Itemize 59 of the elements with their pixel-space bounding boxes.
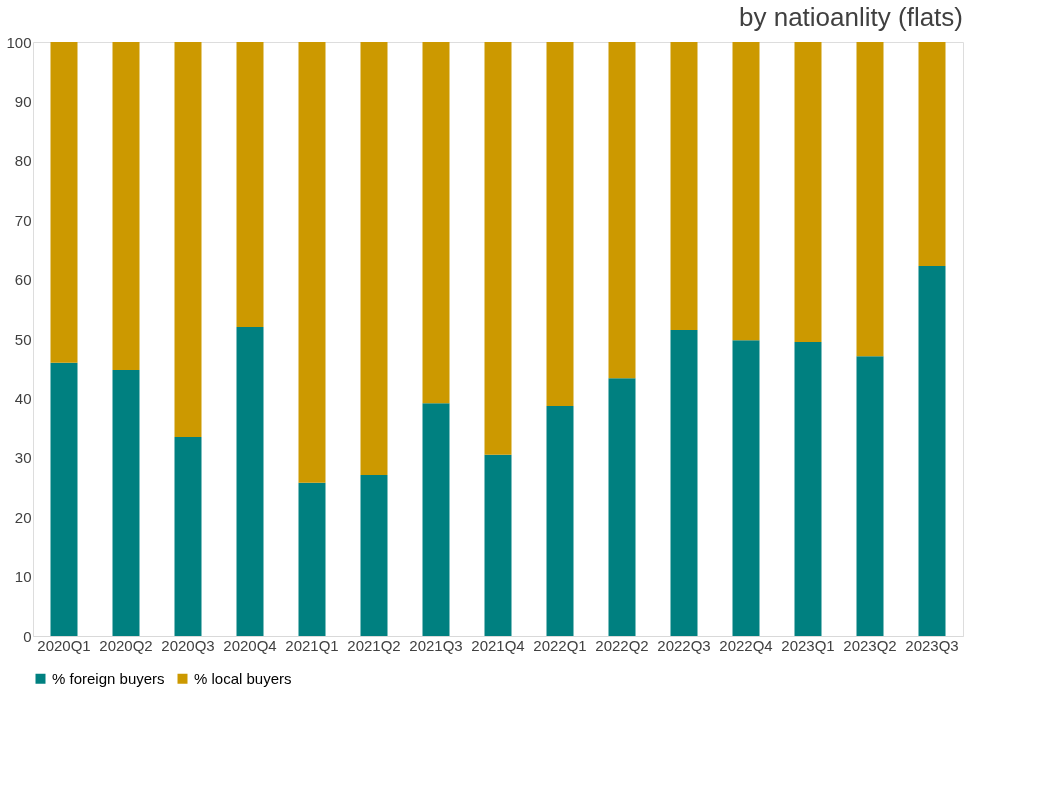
bar — [298, 482, 326, 636]
bar — [50, 42, 78, 363]
y-tick-label: 60 — [14, 271, 32, 289]
y-tick-label: 100 — [6, 33, 32, 51]
bar — [174, 42, 202, 438]
x-tick-label: 2020Q4 — [223, 636, 277, 654]
x-tick-label: 2022Q4 — [719, 636, 773, 654]
y-tick-label: 50 — [14, 330, 32, 348]
x-tick-label: 2023Q2 — [843, 636, 897, 654]
x-tick-label: 2021Q2 — [347, 636, 401, 654]
bar — [298, 42, 326, 483]
bar — [484, 42, 512, 455]
y-tick-label: 70 — [14, 211, 32, 229]
x-tick-label: 2022Q3 — [657, 636, 711, 654]
x-tick-label: 2020Q1 — [37, 636, 91, 654]
bar — [422, 403, 450, 636]
x-tick-label: 2021Q3 — [409, 636, 463, 654]
bar — [236, 42, 264, 328]
bar — [546, 406, 574, 636]
y-tick-label: 80 — [14, 152, 32, 170]
bar — [484, 454, 512, 636]
bar — [112, 42, 140, 370]
bar — [918, 42, 946, 266]
x-tick-label: 2022Q1 — [533, 636, 587, 654]
bar — [732, 340, 760, 636]
y-tick-label: 20 — [14, 508, 32, 526]
x-tick-label: 2021Q1 — [285, 636, 339, 654]
bar — [236, 327, 264, 636]
x-tick-label: 2022Q2 — [595, 636, 649, 654]
bar — [856, 42, 884, 357]
bar — [918, 265, 946, 636]
bar — [360, 475, 388, 636]
bar — [670, 330, 698, 636]
x-tick-label: 2021Q4 — [471, 636, 525, 654]
bar — [732, 42, 760, 341]
y-tick-label: 40 — [14, 389, 32, 407]
bar — [608, 42, 636, 379]
bar — [422, 42, 450, 404]
y-tick-label: 30 — [14, 449, 32, 467]
bar — [670, 42, 698, 331]
y-tick-label: 0 — [23, 627, 32, 645]
bar — [794, 341, 822, 636]
bar — [794, 42, 822, 342]
bar — [856, 356, 884, 636]
bar — [608, 378, 636, 636]
bar — [546, 42, 574, 407]
bar — [112, 369, 140, 636]
bar — [360, 42, 388, 476]
x-tick-label: 2020Q3 — [161, 636, 215, 654]
legend-label: % local buyers — [194, 669, 292, 687]
x-tick-label: 2023Q1 — [781, 636, 835, 654]
x-tick-label: 2023Q3 — [905, 636, 959, 654]
chart-title: by natioanlity (flats) — [739, 2, 963, 32]
x-tick-label: 2020Q2 — [99, 636, 153, 654]
y-tick-label: 90 — [14, 92, 32, 110]
bar — [50, 362, 78, 636]
y-tick-label: 10 — [14, 568, 32, 586]
bar — [174, 437, 202, 636]
legend-label: % foreign buyers — [52, 669, 165, 687]
